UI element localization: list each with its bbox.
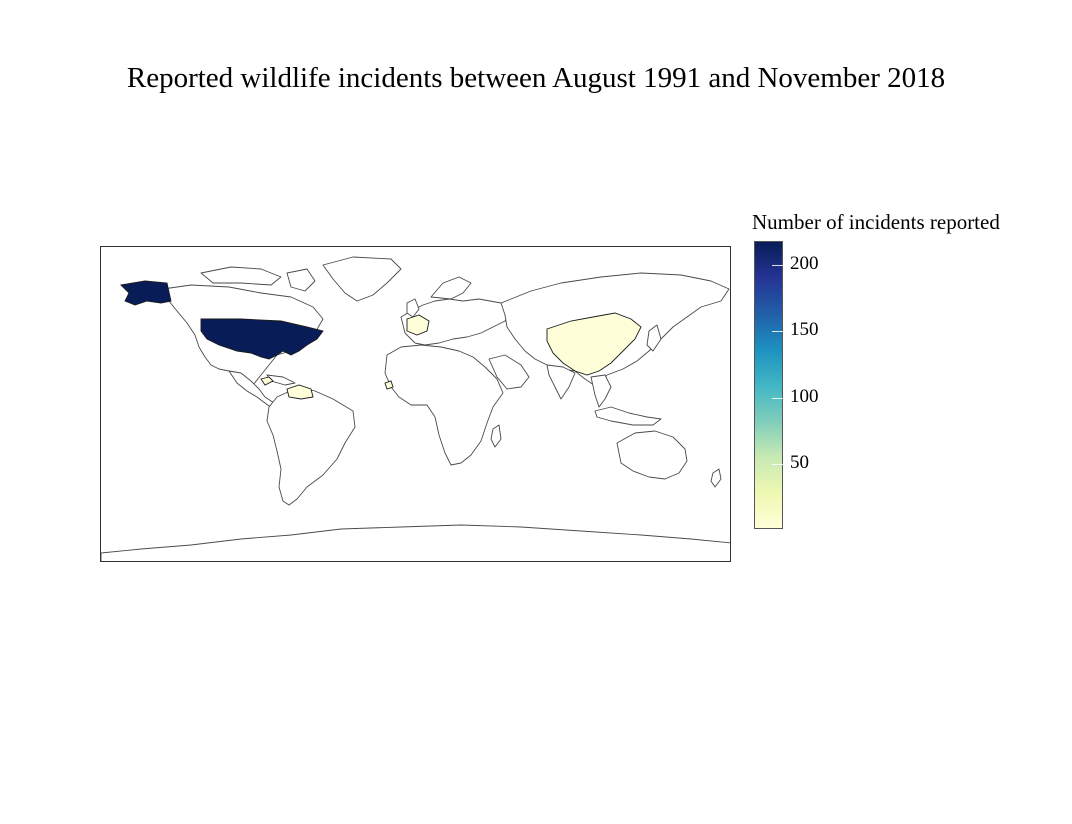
- landmass-arctic-islands: [200, 266, 282, 286]
- landmass-scandinavia: [430, 276, 472, 300]
- region-united-states: [200, 318, 324, 360]
- landmass-britain: [406, 298, 420, 318]
- landmass-arabia: [488, 354, 530, 390]
- legend-tick-label: 150: [790, 319, 819, 341]
- landmass-australia: [616, 430, 688, 480]
- world-map: [101, 256, 730, 561]
- legend-title: Number of incidents reported: [752, 210, 1000, 234]
- legend-tick-mark: [772, 397, 784, 399]
- landmass-africa: [384, 344, 504, 466]
- region-honduras: [260, 376, 274, 386]
- landmass-antarctica: [101, 524, 730, 561]
- landmass-india: [546, 364, 576, 400]
- landmass-new-zealand: [710, 468, 722, 488]
- legend-tick-mark: [772, 264, 784, 266]
- region-china: [546, 312, 642, 376]
- landmass-baffin: [286, 268, 316, 292]
- region-alaska: [120, 280, 172, 306]
- landmass-indonesia: [594, 406, 662, 426]
- map-title: Reported wildlife incidents between Augu…: [126, 62, 946, 94]
- landmass-japan: [646, 324, 662, 352]
- legend-tick-mark: [772, 463, 784, 465]
- landmass-south-america: [266, 386, 356, 506]
- legend-tick-label: 100: [790, 385, 819, 407]
- legend-tick-mark: [772, 331, 784, 333]
- legend-colorbar: [754, 241, 783, 529]
- landmass-madagascar: [490, 424, 502, 448]
- region-venezuela: [286, 384, 314, 400]
- landmass-greenland: [322, 256, 402, 302]
- legend-tick-label: 50: [790, 451, 809, 473]
- landmass-southeast-asia: [590, 374, 612, 408]
- region-sierra-leone: [384, 380, 394, 390]
- region-france: [406, 314, 430, 336]
- legend-tick-label: 200: [790, 252, 819, 274]
- map-panel: [100, 246, 731, 562]
